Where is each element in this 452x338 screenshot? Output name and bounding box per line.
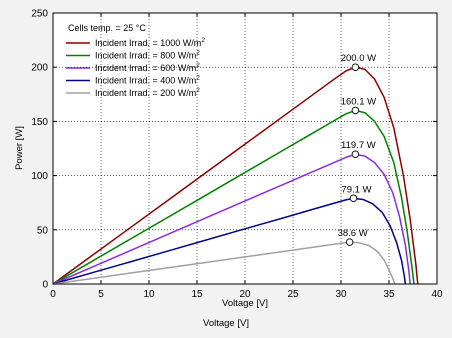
max-power-label: 38.6 W xyxy=(338,228,368,239)
x-tick-label: 20 xyxy=(239,289,251,300)
y-tick-label: 0 xyxy=(42,280,48,291)
max-power-markers: 200.0 W 160.1 W 119.7 W 79.1 W 38.6 W xyxy=(338,53,376,246)
max-power-label: 119.7 W xyxy=(341,140,376,151)
series-line-4 xyxy=(52,241,396,285)
max-power-marker xyxy=(349,194,358,203)
series-line-2 xyxy=(52,153,411,285)
legend-entry-label: Incident Irrad. = 400 W/m xyxy=(95,76,196,86)
legend: Cells temp. = 25 °C Incident Irrad. = 100… xyxy=(66,23,205,98)
max-power-marker xyxy=(345,238,354,246)
max-power-marker xyxy=(351,150,360,158)
y-tick-label: 200 xyxy=(31,63,48,74)
series-line-1 xyxy=(52,109,415,285)
legend-entry-label: Incident Irrad. = 1000 W/m xyxy=(95,38,201,48)
y-tick-label: 250 xyxy=(31,9,48,20)
legend-entry: Incident Irrad. = 600 W/m2 xyxy=(95,62,200,73)
x-axis-title: Voltage [V] xyxy=(222,298,268,309)
axis-ticks: 0 5 10 15 20 25 30 35 40 0 50 100 150 200 250 xyxy=(31,9,443,301)
legend-entry-superscript: 2 xyxy=(196,62,200,69)
legend-entry-label: Incident Irrad. = 200 W/m xyxy=(95,88,196,98)
legend-entry-superscript: 2 xyxy=(196,75,200,82)
x-tick-label: 35 xyxy=(383,289,395,300)
legend-entry-superscript: 2 xyxy=(201,37,205,44)
x-tick-label: 25 xyxy=(287,289,299,300)
x-tick-label: 10 xyxy=(143,289,155,300)
x-tick-label: 0 xyxy=(50,289,56,300)
max-power-marker xyxy=(351,63,360,71)
legend-entry-label: Incident Irrad. = 600 W/m xyxy=(95,63,196,73)
x-tick-label: 5 xyxy=(98,289,104,300)
legend-title: Cells temp. = 25 °C xyxy=(68,23,146,33)
series-layer xyxy=(52,66,419,285)
legend-entry: Incident Irrad. = 800 W/m2 xyxy=(95,50,200,61)
legend-entry: Incident Irrad. = 1000 W/m2 xyxy=(95,37,205,48)
series-line-0 xyxy=(52,66,419,285)
legend-entry-superscript: 2 xyxy=(196,50,200,57)
legend-entry-superscript: 2 xyxy=(196,87,200,94)
bottom-caption: Voltage [V] xyxy=(203,318,249,329)
max-power-marker xyxy=(351,106,360,115)
max-power-label: 160.1 W xyxy=(341,96,376,107)
series-line-3 xyxy=(52,197,407,285)
max-power-label: 79.1 W xyxy=(341,184,371,195)
legend-entry-label: Incident Irrad. = 800 W/m xyxy=(95,51,196,61)
x-tick-label: 15 xyxy=(191,289,203,300)
x-tick-label: 30 xyxy=(335,289,347,300)
legend-entry: Incident Irrad. = 200 W/m2 xyxy=(95,87,200,98)
y-tick-label: 100 xyxy=(31,171,48,182)
y-axis-title: Power [W] xyxy=(14,126,25,170)
y-tick-label: 50 xyxy=(37,225,49,236)
max-power-label: 200.0 W xyxy=(341,53,376,64)
legend-entry: Incident Irrad. = 400 W/m2 xyxy=(95,75,200,86)
x-tick-label: 40 xyxy=(431,289,443,300)
y-tick-label: 150 xyxy=(31,117,48,128)
